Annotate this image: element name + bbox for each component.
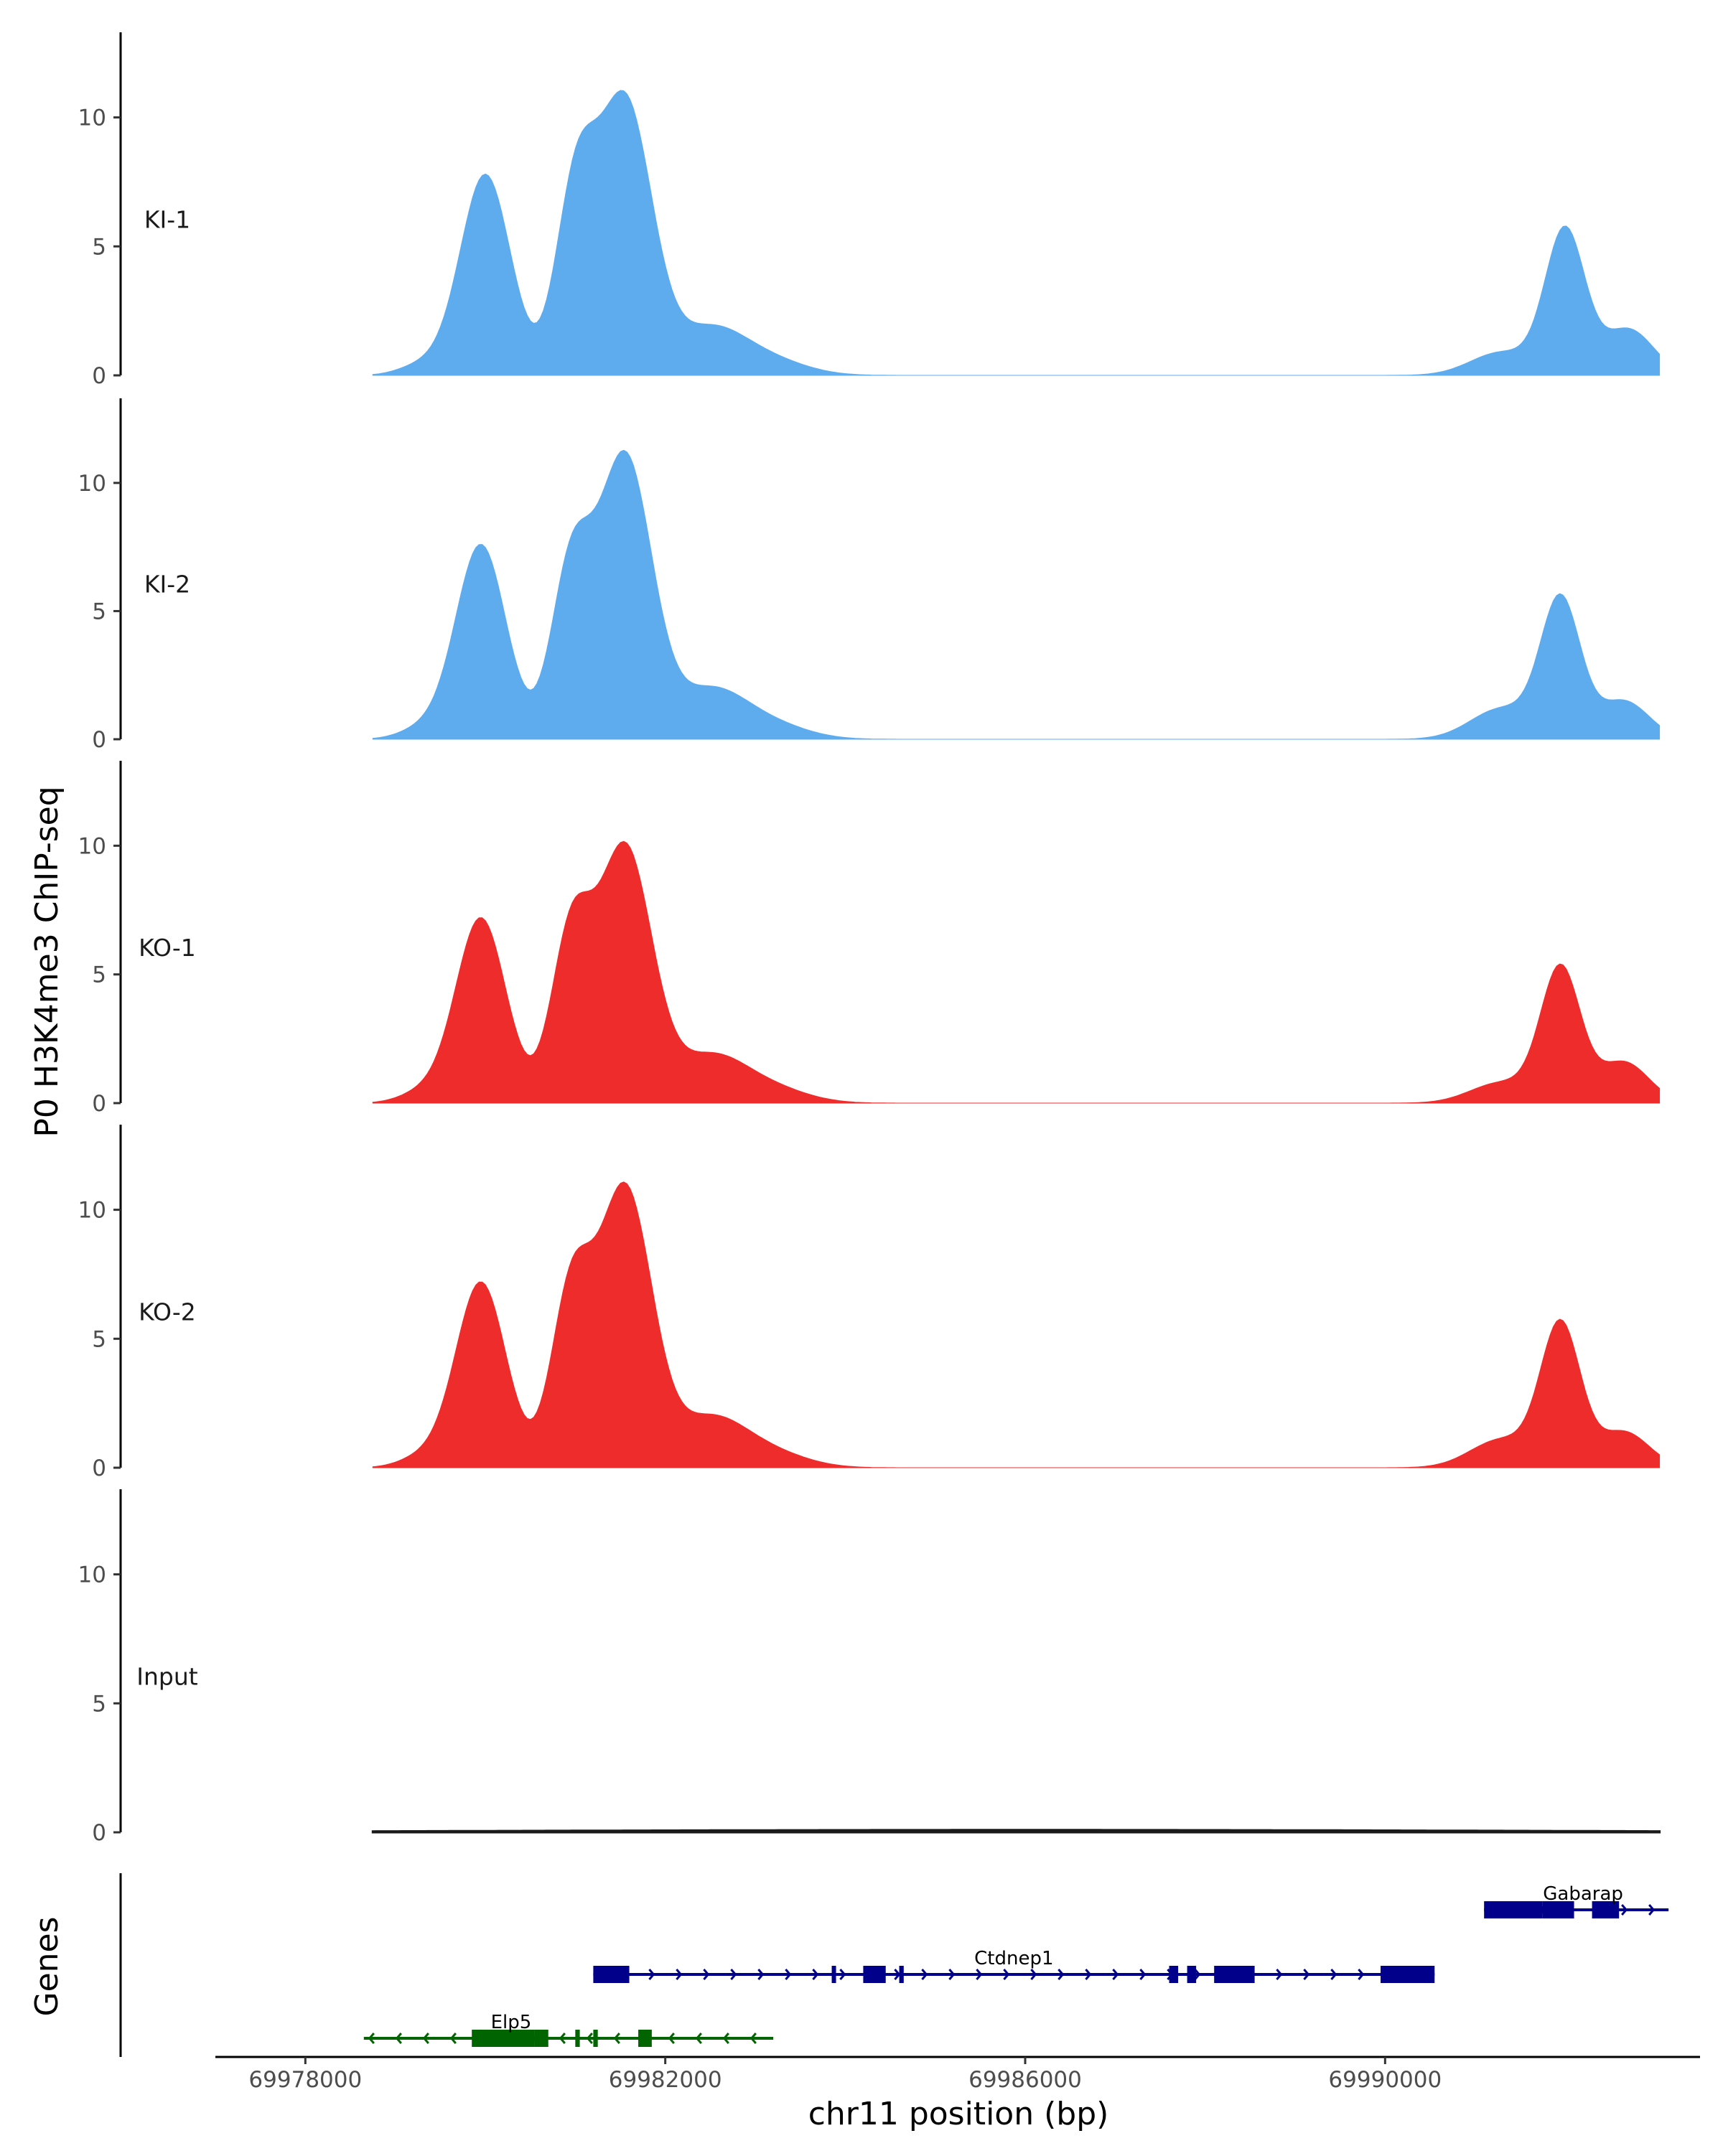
y-tick-label: 5 — [92, 1326, 106, 1352]
y-tick-label: 10 — [78, 106, 106, 131]
coverage-area-ki-1 — [372, 90, 1661, 376]
strand-arrow — [730, 1969, 737, 1980]
exon-elp5 — [472, 2030, 535, 2047]
track-label-ki-2: KI-2 — [144, 571, 190, 599]
x-tick-label: 69982000 — [609, 2067, 722, 2093]
coverage-area-input — [371, 1829, 1661, 1834]
y-tick-label: 5 — [92, 962, 106, 988]
y-tick-label: 10 — [78, 1198, 106, 1224]
strand-arrow — [395, 2033, 402, 2044]
strand-arrow — [1276, 1969, 1283, 1980]
exon-ctdnep1 — [593, 1966, 630, 1983]
x-tick-label: 69986000 — [968, 2067, 1082, 2093]
genes-axis-title: Genes — [29, 1916, 65, 2016]
y-tick-label: 5 — [92, 234, 106, 260]
strand-arrow — [1303, 1969, 1310, 1980]
strand-arrow — [703, 1969, 710, 1980]
strand-arrow — [976, 1969, 983, 1980]
strand-arrow — [812, 1969, 819, 1980]
strand-arrow — [368, 2033, 375, 2044]
exon-ctdnep1 — [1169, 1966, 1179, 1983]
exon-ctdnep1 — [899, 1966, 904, 1983]
gene-label-elp5: Elp5 — [491, 2012, 532, 2033]
track-label-ki-1: KI-1 — [144, 205, 190, 233]
y-axis-title: P0 H3K4me3 ChIP-seq — [29, 786, 65, 1137]
track-label-ko-1: KO-1 — [139, 934, 196, 962]
coverage-area-ko-1 — [372, 840, 1661, 1104]
strand-arrow — [1194, 1969, 1201, 1980]
y-tick-label: 10 — [78, 1562, 106, 1588]
strand-arrow — [1330, 1969, 1337, 1980]
strand-arrow — [785, 1969, 792, 1980]
strand-arrow — [757, 1969, 765, 1980]
strand-arrow — [422, 2033, 429, 2044]
exon-ctdnep1 — [831, 1966, 836, 1983]
exon-elp5 — [638, 2030, 652, 2047]
strand-arrow — [613, 2033, 620, 2044]
strand-arrow — [722, 2033, 729, 2044]
exon-gabarap — [1484, 1901, 1543, 1918]
strand-arrow — [1003, 1969, 1010, 1980]
y-tick-label: 0 — [92, 1820, 106, 1846]
y-tick-label: 10 — [78, 833, 106, 859]
strand-arrow — [449, 2033, 457, 2044]
exon-ctdnep1 — [1187, 1966, 1197, 1983]
exon-ctdnep1 — [1381, 1966, 1435, 1983]
strand-arrow — [750, 2033, 757, 2044]
strand-arrow — [1112, 1969, 1119, 1980]
x-tick-label: 69990000 — [1328, 2067, 1442, 2093]
exon-ctdnep1 — [863, 1966, 886, 1983]
x-axis-title: chr11 position (bp) — [808, 2096, 1109, 2132]
gene-label-gabarap: Gabarap — [1543, 1883, 1623, 1905]
coverage-area-ki-2 — [372, 449, 1661, 740]
strand-arrow — [921, 1969, 928, 1980]
strand-arrow — [695, 2033, 702, 2044]
exon-gabarap — [1542, 1901, 1574, 1918]
strand-arrow — [894, 1969, 901, 1980]
y-tick-label: 0 — [92, 363, 106, 389]
exon-ctdnep1 — [1214, 1966, 1255, 1983]
strand-arrow — [676, 1969, 683, 1980]
strand-arrow — [668, 2033, 675, 2044]
y-tick-label: 5 — [92, 1691, 106, 1717]
strand-arrow — [1648, 1904, 1656, 1916]
track-label-input: Input — [136, 1662, 198, 1690]
exon-elp5 — [575, 2030, 580, 2047]
strand-arrow — [648, 1969, 655, 1980]
track-label-ko-2: KO-2 — [139, 1298, 196, 1326]
strand-arrow — [1085, 1969, 1092, 1980]
exon-gabarap — [1592, 1901, 1620, 1918]
strand-arrow — [1030, 1969, 1037, 1980]
strand-arrow — [948, 1969, 956, 1980]
strand-arrow — [1139, 1969, 1147, 1980]
strand-arrow — [839, 1969, 846, 1980]
y-tick-label: 10 — [78, 471, 106, 497]
exon-elp5 — [534, 2030, 548, 2047]
gene-label-ctdnep1: Ctdnep1 — [974, 1948, 1053, 1969]
y-tick-label: 0 — [92, 1456, 106, 1481]
x-tick-label: 69978000 — [248, 2067, 362, 2093]
strand-arrow — [586, 2033, 593, 2044]
exon-elp5 — [593, 2030, 598, 2047]
y-tick-label: 0 — [92, 727, 106, 753]
strand-arrow — [1621, 1904, 1628, 1916]
strand-arrow — [1358, 1969, 1365, 1980]
strand-arrow — [1057, 1969, 1065, 1980]
y-tick-label: 0 — [92, 1091, 106, 1117]
strand-arrow — [559, 2033, 566, 2044]
coverage-area-ko-2 — [372, 1181, 1661, 1468]
y-tick-label: 5 — [92, 599, 106, 624]
